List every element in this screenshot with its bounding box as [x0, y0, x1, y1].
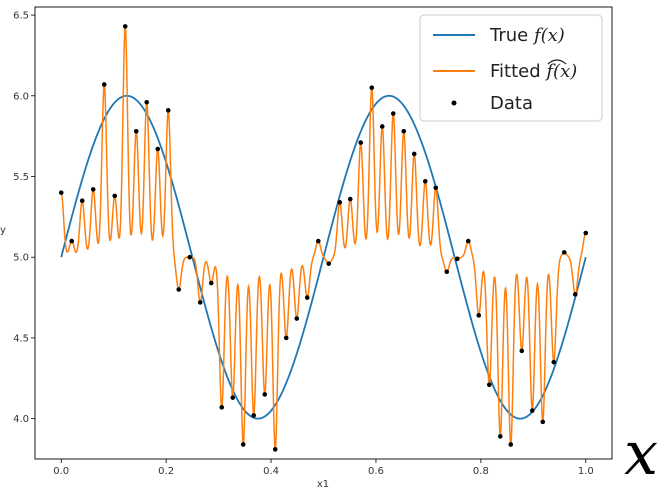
- data-point: [240, 442, 246, 447]
- data-point: [337, 200, 343, 205]
- data-point: [304, 295, 310, 300]
- data-point: [551, 359, 557, 365]
- legend-true-label: True f(x): [489, 25, 565, 46]
- data-point: [176, 287, 182, 292]
- legend-box: [419, 14, 603, 122]
- data-point: [465, 238, 471, 244]
- x-axis-ticks: 0.0 0.2 0.4 0.6 0.8 1.0: [53, 459, 594, 477]
- data-point: [101, 82, 107, 87]
- data-point: [401, 129, 407, 134]
- data-point: [187, 254, 193, 260]
- data-point: [486, 382, 492, 388]
- plot-content: [58, 24, 589, 452]
- data-points: [58, 24, 589, 452]
- x-axis-label: x1: [317, 479, 329, 490]
- y-tick-label: 4.0: [13, 414, 29, 425]
- data-point: [197, 300, 203, 305]
- data-point: [122, 24, 128, 29]
- data-point: [358, 140, 364, 145]
- legend-true-math: f(x): [532, 25, 565, 46]
- data-point: [390, 111, 396, 116]
- data-point: [90, 187, 96, 192]
- data-point: [476, 313, 482, 318]
- data-point: [165, 108, 171, 113]
- legend-fitted-label: Fitted f(x): [490, 61, 577, 82]
- x-tick-label: 1.0: [578, 466, 594, 477]
- data-point: [540, 419, 546, 425]
- y-axis-ticks: 4.0 4.5 5.0 5.5 6.0 6.5: [13, 11, 35, 425]
- data-point: [112, 193, 118, 199]
- data-point: [411, 151, 417, 157]
- y-tick-label: 5.0: [13, 253, 29, 264]
- data-point: [283, 335, 289, 341]
- data-point: [347, 196, 353, 202]
- x-tick-label: 0.4: [263, 466, 279, 477]
- y-tick-label: 4.5: [13, 333, 29, 344]
- legend-data-label: Data: [490, 93, 533, 114]
- y-tick-label: 6.5: [13, 11, 29, 22]
- data-point: [219, 405, 225, 410]
- data-point: [583, 230, 589, 236]
- data-point: [79, 198, 85, 204]
- x-tick-label: 0.8: [473, 466, 489, 477]
- data-point: [294, 316, 300, 321]
- data-point: [315, 238, 321, 244]
- data-point: [208, 280, 214, 286]
- fitted-curve-line: [60, 26, 587, 450]
- data-point: [508, 442, 514, 447]
- data-point: [561, 250, 567, 255]
- data-point: [230, 395, 236, 400]
- data-point: [572, 292, 578, 297]
- data-point: [529, 408, 535, 413]
- data-point: [133, 129, 139, 134]
- legend-true-prefix: True: [489, 25, 534, 46]
- data-point: [379, 124, 385, 129]
- data-point: [144, 99, 150, 105]
- y-tick-label: 5.5: [13, 172, 29, 183]
- corner-x-glyph: x: [624, 419, 658, 489]
- x-tick-label: 0.6: [368, 466, 384, 477]
- legend-fitted-math: f(x): [544, 61, 577, 82]
- data-point: [58, 190, 64, 195]
- data-point: [433, 185, 439, 191]
- legend: True f(x) Fitted f(x) Data: [419, 14, 603, 122]
- x-tick-label: 0.2: [158, 466, 174, 477]
- x-tick-label: 0.0: [53, 466, 69, 477]
- data-point: [262, 392, 268, 397]
- data-point: [422, 179, 428, 184]
- data-point: [155, 146, 161, 152]
- legend-fitted-prefix: Fitted: [490, 61, 546, 82]
- data-point: [272, 447, 278, 452]
- data-point: [444, 269, 450, 275]
- plot-frame: [34, 6, 613, 460]
- data-point: [369, 85, 375, 91]
- y-axis-label: y: [0, 225, 6, 236]
- data-point: [497, 434, 503, 439]
- data-point: [326, 261, 332, 266]
- data-point: [519, 348, 525, 354]
- data-point: [251, 413, 257, 418]
- legend-data-marker: [451, 100, 457, 106]
- y-tick-label: 6.0: [13, 91, 29, 102]
- data-point: [69, 238, 75, 244]
- legend-fitted-hat: [547, 59, 567, 65]
- data-point: [454, 256, 460, 262]
